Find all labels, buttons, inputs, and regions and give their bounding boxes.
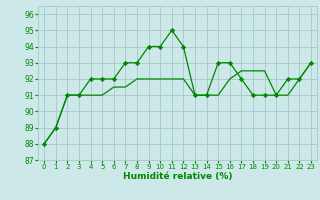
X-axis label: Humidité relative (%): Humidité relative (%) — [123, 172, 232, 181]
